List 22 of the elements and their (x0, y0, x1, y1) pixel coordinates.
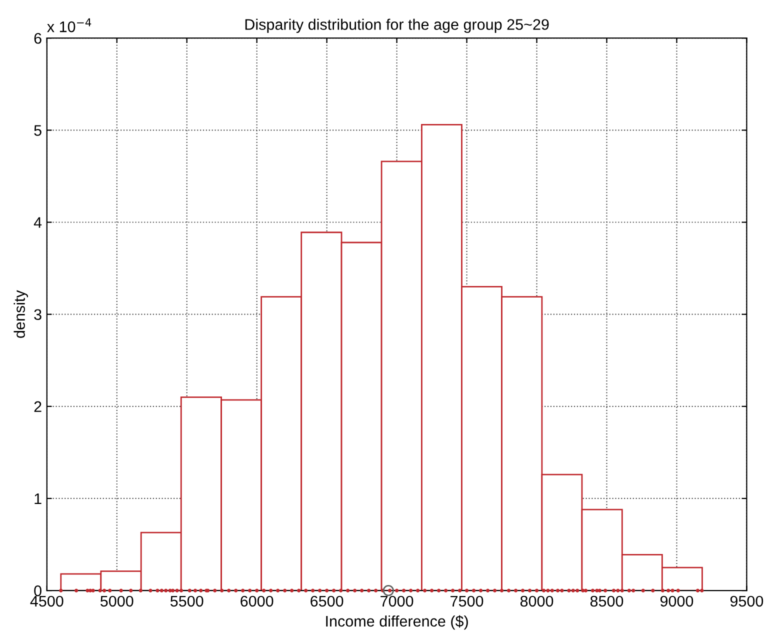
y-tick-label: 6 (34, 32, 42, 44)
x-tick-label: 6000 (240, 596, 274, 607)
y-tick-label: 3 (34, 309, 42, 320)
x-tick-label: 7000 (380, 596, 414, 607)
x-tick-label: 5000 (100, 596, 134, 607)
y-tick-label: 4 (34, 217, 42, 228)
x-axis-title: Income difference ($) (326, 615, 468, 630)
y-tick-label: 2 (34, 401, 42, 412)
y-axis-title: density (14, 290, 28, 338)
x-tick-label: 5500 (170, 596, 204, 607)
x-tick-label: 4500 (30, 596, 64, 607)
x-tick-label: 9500 (730, 596, 764, 607)
x-tick-label: 8500 (590, 596, 624, 607)
x-tick-label: 6500 (310, 596, 344, 607)
y-tick-label: 0 (34, 585, 42, 596)
x-tick-label: 9000 (660, 596, 694, 607)
y-tick-label: 1 (34, 494, 42, 504)
x-tick-label: 8000 (520, 596, 554, 607)
x-tick-label: 7500 (450, 596, 484, 607)
chart-title: Disparity distribution for the age group 25~29 (245, 18, 549, 33)
y-tick-label: 5 (34, 125, 42, 136)
text: x 10$^{−4}$ (47, 18, 92, 32)
